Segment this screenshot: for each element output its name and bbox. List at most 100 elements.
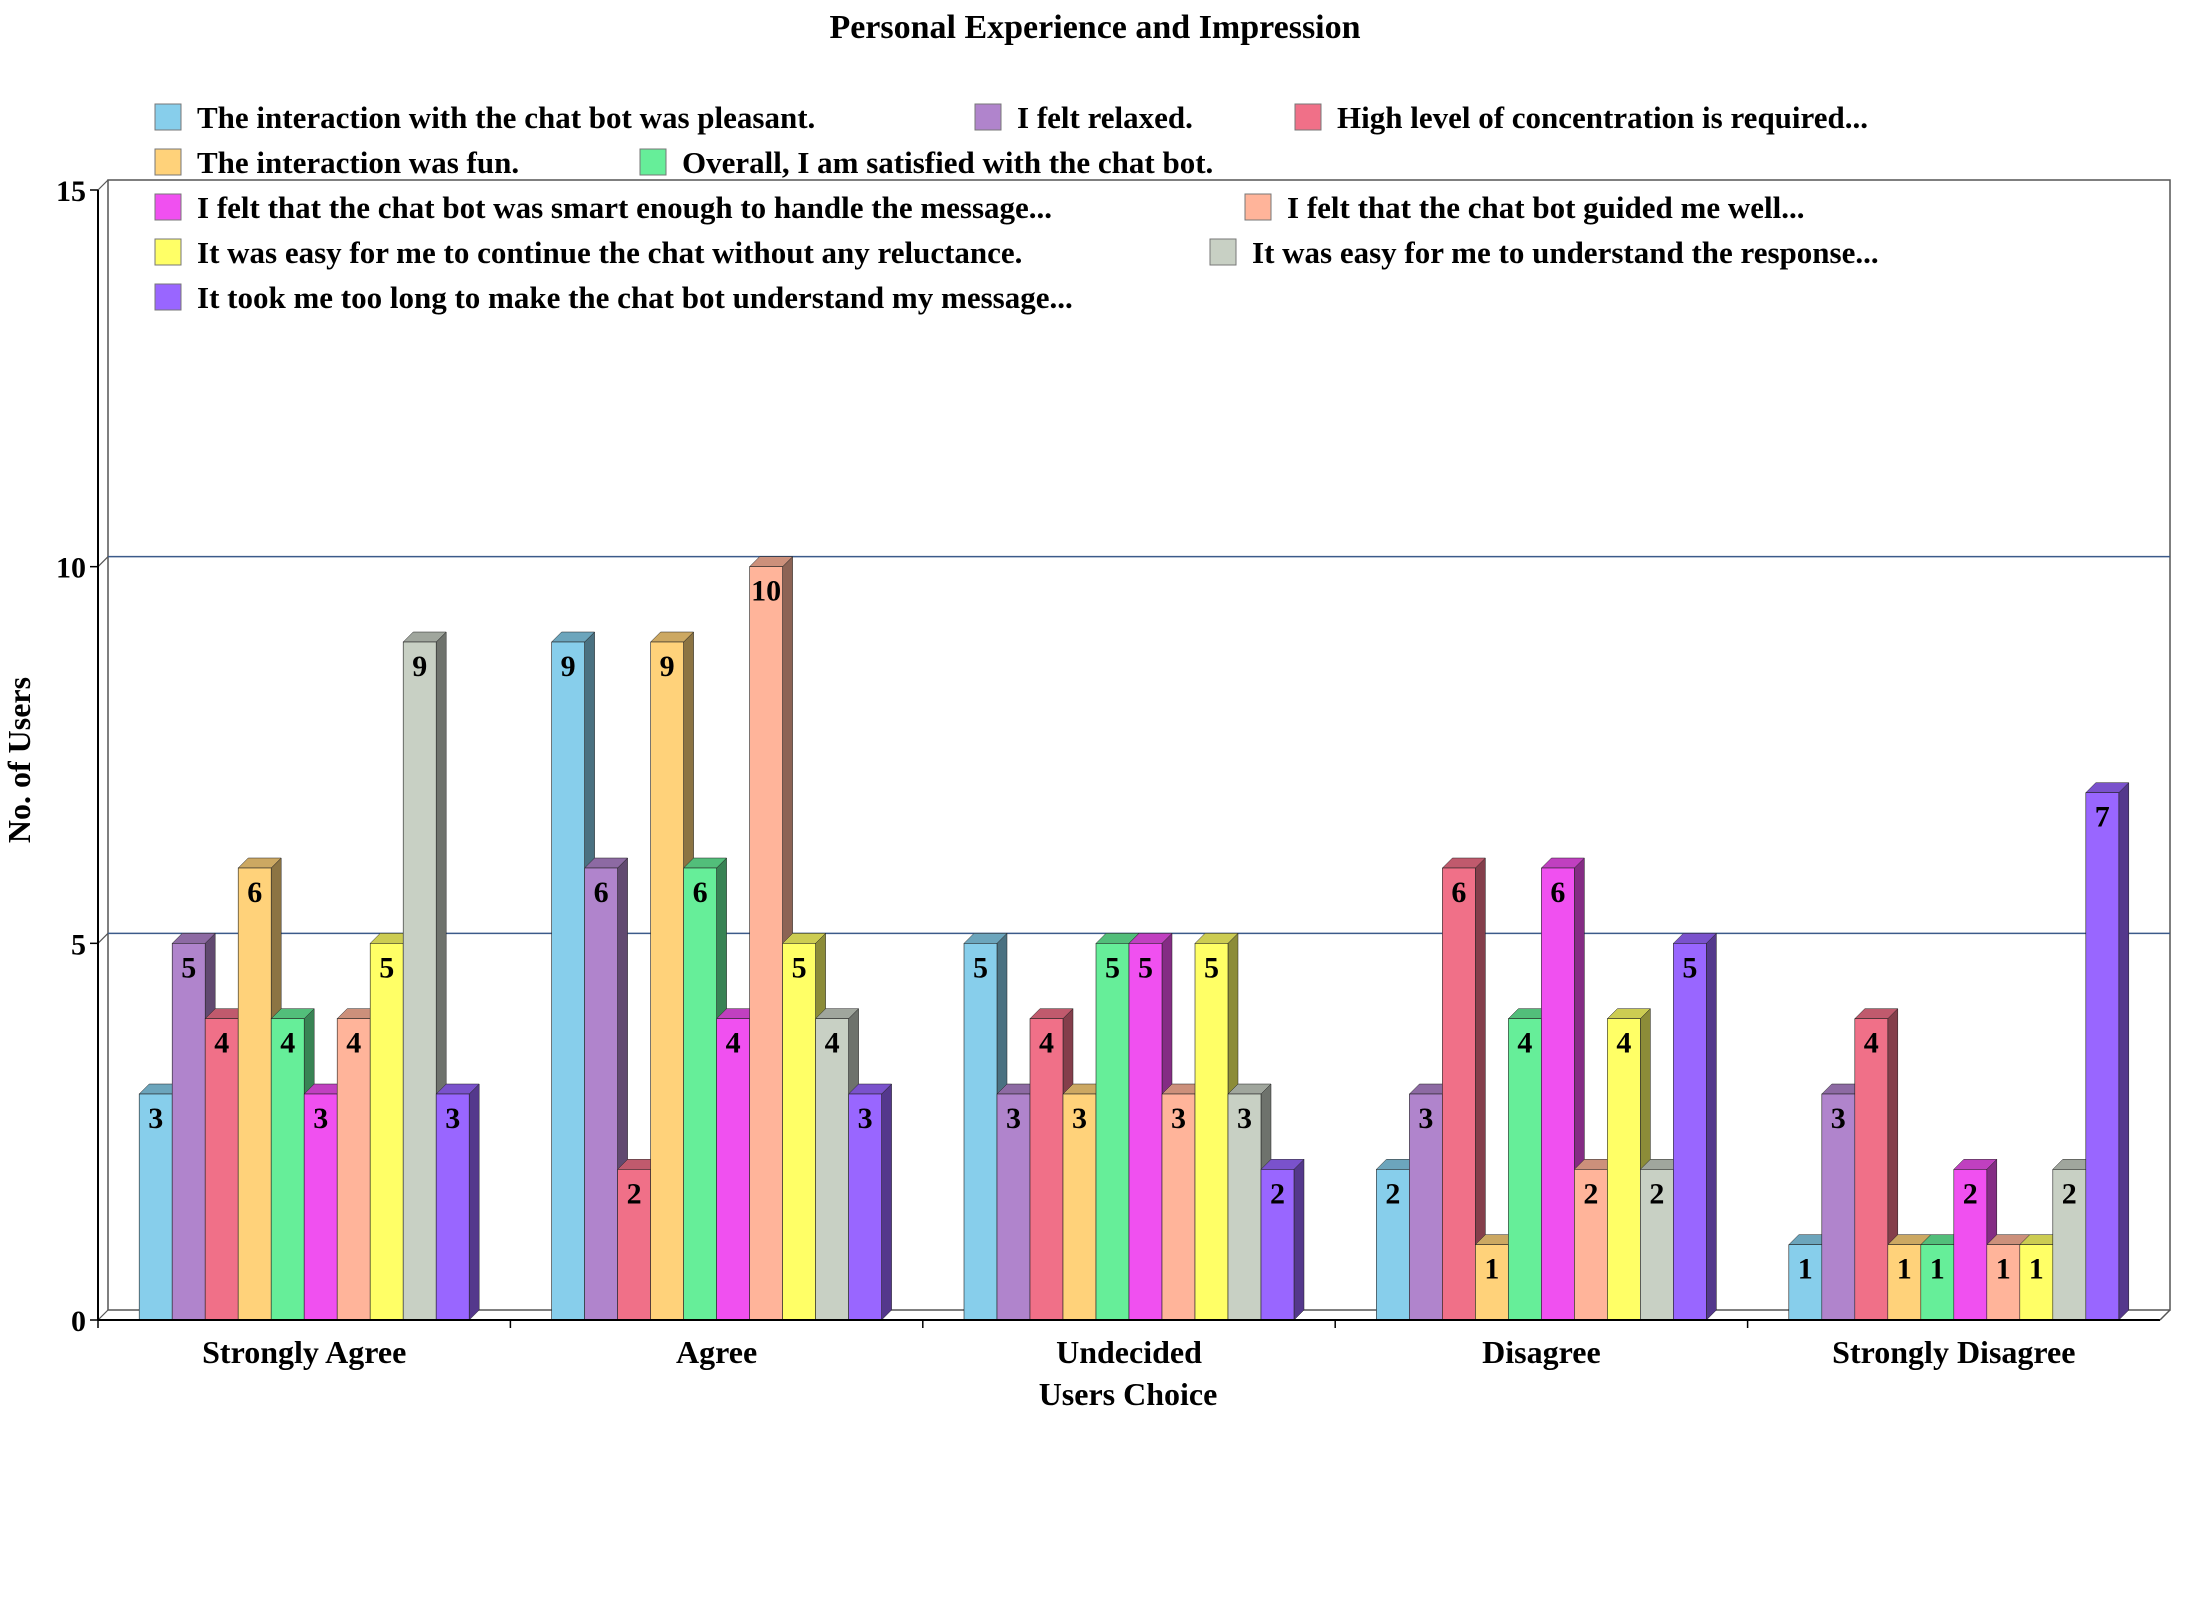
legend-swatch bbox=[1209, 238, 1237, 266]
data-label: 4 bbox=[1039, 1027, 1054, 1060]
data-label: 6 bbox=[1451, 876, 1466, 909]
legend-label: I felt that the chat bot guided me well.… bbox=[1287, 190, 1804, 225]
bar-front bbox=[1508, 1018, 1542, 1321]
legend-swatch bbox=[154, 103, 182, 131]
bar-front bbox=[716, 1018, 750, 1321]
legend-item: High level of concentration is required.… bbox=[1294, 100, 1868, 135]
bar bbox=[649, 631, 695, 1321]
data-label: 6 bbox=[247, 876, 262, 909]
x-tick-label: Strongly Disagree bbox=[1832, 1334, 2075, 1370]
legend-item: The interaction was fun. bbox=[154, 145, 519, 180]
bar-front bbox=[2019, 1244, 2054, 1321]
data-label: 4 bbox=[1616, 1027, 1631, 1060]
data-label: 5 bbox=[379, 951, 394, 984]
bar-front bbox=[270, 1018, 305, 1321]
legend-swatch bbox=[154, 238, 182, 266]
data-label: 4 bbox=[1864, 1027, 1879, 1060]
legend-item: Overall, I am satisfied with the chat bo… bbox=[639, 145, 1213, 180]
data-label: 10 bbox=[751, 575, 781, 608]
bar-front bbox=[782, 943, 816, 1321]
bar-front bbox=[1194, 943, 1229, 1321]
y-tick-label: 0 bbox=[71, 1305, 86, 1338]
legend-swatch bbox=[639, 148, 667, 176]
data-label: 9 bbox=[561, 650, 576, 683]
data-label: 4 bbox=[346, 1027, 361, 1060]
bar-front bbox=[1788, 1244, 1823, 1321]
bar-side bbox=[2118, 782, 2130, 1321]
data-label: 5 bbox=[973, 951, 988, 984]
bar-front bbox=[1062, 1093, 1097, 1321]
bar-front bbox=[815, 1018, 849, 1321]
bar-front bbox=[1409, 1093, 1443, 1321]
data-label: 3 bbox=[148, 1102, 163, 1135]
bar-front bbox=[336, 1018, 371, 1321]
bar-front bbox=[171, 943, 206, 1321]
data-label: 3 bbox=[445, 1102, 460, 1135]
data-label: 2 bbox=[1270, 1177, 1285, 1210]
data-label: 4 bbox=[280, 1027, 295, 1060]
data-label: 1 bbox=[1930, 1253, 1945, 1286]
bar bbox=[435, 1083, 480, 1321]
data-label: 1 bbox=[1798, 1253, 1813, 1286]
legend-item: It was easy for me to continue the chat … bbox=[154, 235, 1022, 270]
y-axis-label: No. of Users bbox=[1, 677, 37, 843]
bar-front bbox=[1161, 1093, 1196, 1321]
bar-front bbox=[1475, 1244, 1509, 1321]
data-label: 6 bbox=[693, 876, 708, 909]
data-label: 1 bbox=[2029, 1253, 2044, 1286]
data-label: 4 bbox=[214, 1027, 229, 1060]
legend-label: It took me too long to make the chat bot… bbox=[197, 280, 1073, 315]
gridline-diag bbox=[97, 556, 109, 568]
legend-item: The interaction with the chat bot was pl… bbox=[154, 100, 815, 135]
data-label: 5 bbox=[1105, 951, 1120, 984]
data-label: 2 bbox=[1583, 1177, 1598, 1210]
data-label: 3 bbox=[1831, 1102, 1846, 1135]
legend-label: I felt relaxed. bbox=[1017, 100, 1193, 135]
bar-front bbox=[1953, 1169, 1988, 1321]
bar-front bbox=[1854, 1018, 1889, 1321]
data-label: 2 bbox=[1649, 1177, 1664, 1210]
legend-swatch bbox=[1294, 103, 1322, 131]
bar-front bbox=[1260, 1169, 1295, 1321]
legend-label: It was easy for me to continue the chat … bbox=[197, 235, 1022, 270]
data-label: 2 bbox=[2062, 1177, 2077, 1210]
bar-side bbox=[1293, 1158, 1305, 1321]
bar bbox=[369, 932, 414, 1321]
bar-side bbox=[881, 1083, 892, 1321]
data-label: 4 bbox=[726, 1027, 741, 1060]
data-label: 5 bbox=[181, 951, 196, 984]
data-label: 1 bbox=[1996, 1253, 2011, 1286]
data-label: 6 bbox=[594, 876, 609, 909]
data-label: 1 bbox=[1484, 1253, 1499, 1286]
data-label: 3 bbox=[1072, 1102, 1087, 1135]
gridline-diag bbox=[97, 932, 109, 944]
legend-item: It was easy for me to understand the res… bbox=[1209, 235, 1879, 270]
bar-front bbox=[1607, 1018, 1641, 1321]
bar-front bbox=[2085, 792, 2120, 1321]
bar-front bbox=[237, 867, 272, 1321]
data-label: 2 bbox=[627, 1177, 642, 1210]
bar-front bbox=[1541, 867, 1575, 1321]
x-tick-label: Agree bbox=[676, 1334, 757, 1370]
legend-item: I felt that the chat bot guided me well.… bbox=[1244, 190, 1804, 225]
data-label: 4 bbox=[1517, 1027, 1532, 1060]
data-label: 1 bbox=[1897, 1253, 1912, 1286]
legend-label: I felt that the chat bot was smart enoug… bbox=[197, 190, 1052, 225]
bar bbox=[1672, 932, 1718, 1321]
legend-item: It took me too long to make the chat bot… bbox=[154, 280, 1073, 315]
bar-front bbox=[848, 1093, 882, 1321]
bar-front bbox=[435, 1093, 470, 1321]
data-label: 5 bbox=[1138, 951, 1153, 984]
data-label: 3 bbox=[1418, 1102, 1433, 1135]
bar-side bbox=[1706, 932, 1717, 1321]
bar bbox=[1260, 1158, 1305, 1321]
bar-front bbox=[402, 641, 437, 1321]
bar-front bbox=[1821, 1093, 1856, 1321]
bar-front bbox=[1029, 1018, 1064, 1321]
bar bbox=[847, 1083, 893, 1321]
bar-front bbox=[584, 867, 618, 1321]
